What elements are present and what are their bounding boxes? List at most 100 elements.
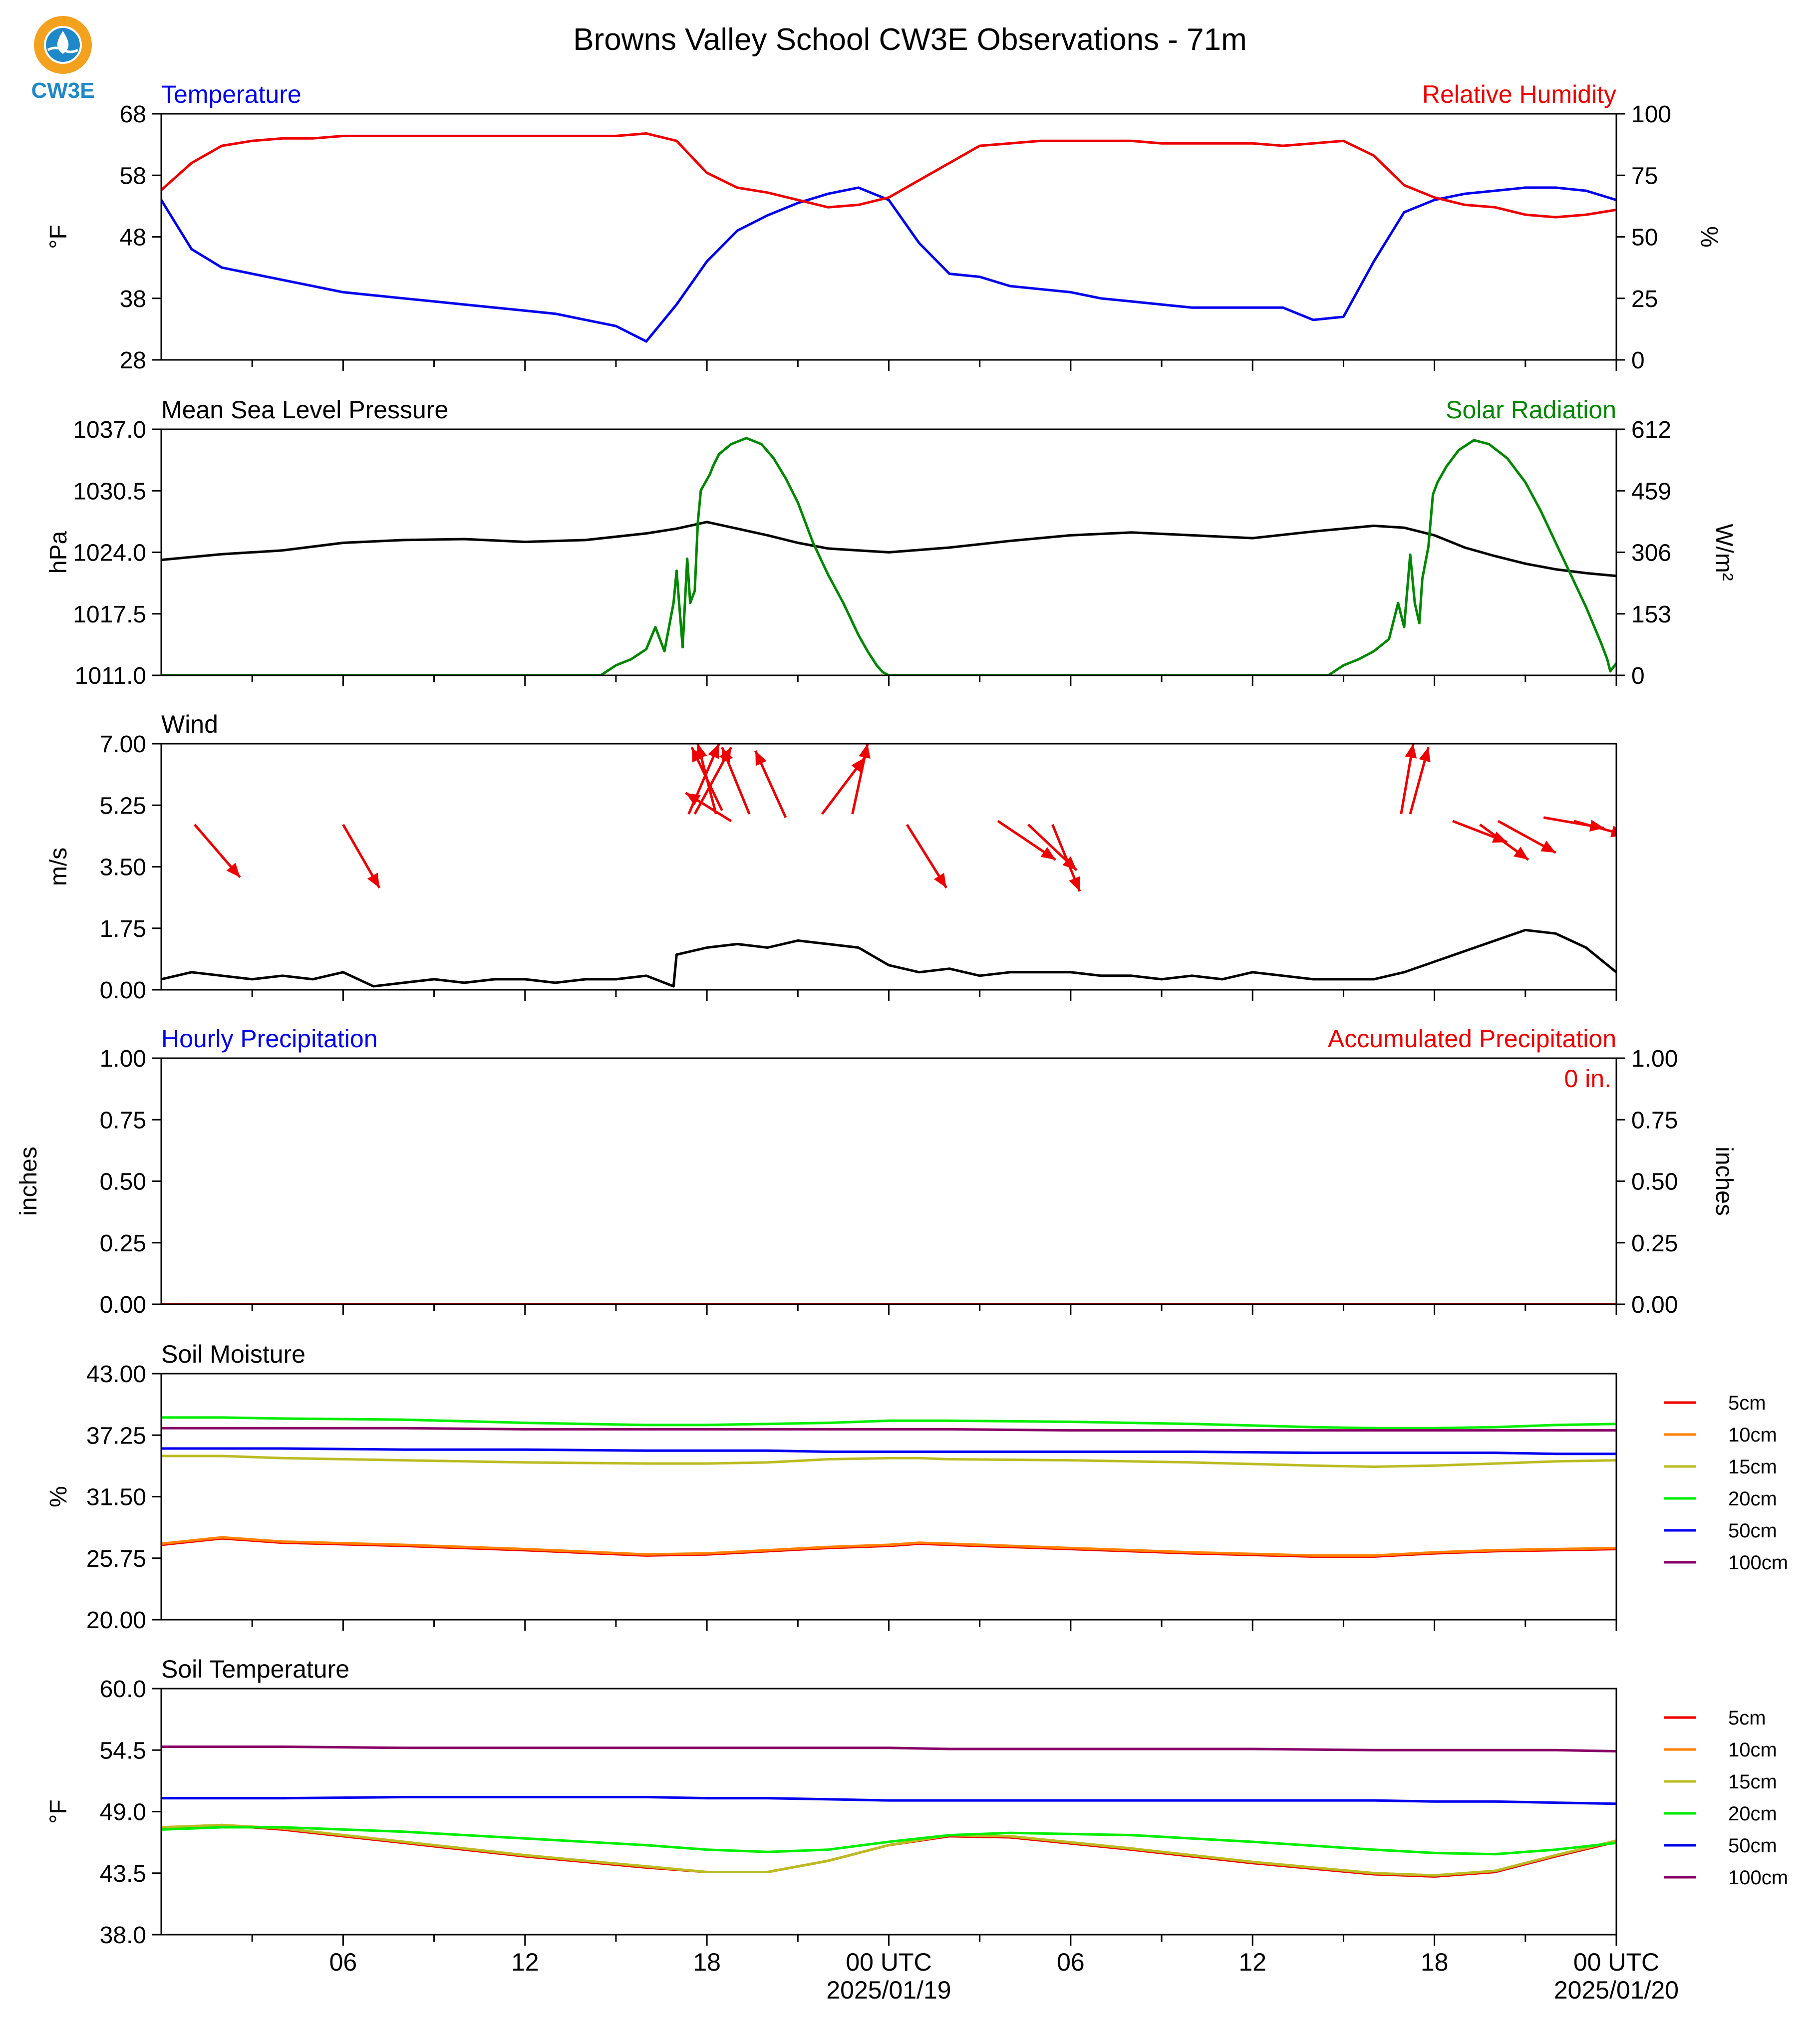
y-tick-label-right: 0.75: [1631, 1107, 1678, 1134]
series-line-100cm: [161, 1745, 1616, 1752]
wind-vector-head: [1040, 847, 1056, 860]
figure-title: Browns Valley School CW3E Observations -…: [573, 22, 1247, 57]
y-tick-label-right: 0.25: [1631, 1230, 1678, 1257]
x-tick-label: 06: [329, 1948, 357, 1976]
cw3e-logo: CW3E: [31, 16, 95, 103]
legend-label: 15cm: [1728, 1771, 1777, 1793]
x-tick-date-label: 2025/01/19: [826, 1976, 951, 2004]
legend-label: 100cm: [1728, 1552, 1788, 1574]
y-tick-label-right: 100: [1631, 101, 1671, 128]
series-line-100cm: [161, 1427, 1616, 1432]
plot-area: [161, 744, 1616, 988]
panel-frame: [160, 743, 1617, 991]
x-tick-label: 18: [1421, 1948, 1449, 1976]
y-tick-label: 20.00: [86, 1607, 146, 1634]
x-tick-label: 00 UTC: [1573, 1948, 1659, 1976]
y-tick-label: 0.75: [100, 1107, 146, 1134]
wind-vector: [1543, 816, 1605, 832]
y-tick-label: 48: [120, 225, 146, 251]
y-tick-label: 38.0: [100, 1922, 146, 1949]
y-tick-label: 5.25: [100, 793, 146, 819]
wind-vector: [1497, 820, 1556, 854]
y-tick-label-right: 0.00: [1631, 1292, 1678, 1318]
y-tick-label: 68: [120, 101, 146, 128]
y-tick-label: 1.75: [100, 916, 146, 942]
logo-wave-icon: [47, 46, 79, 53]
x-tick-label: 18: [693, 1948, 721, 1976]
y-tick-label: 54.5: [100, 1738, 146, 1764]
legend-label: 50cm: [1728, 1520, 1777, 1542]
series-line-wind-speed: [161, 928, 1616, 988]
wind-vector: [690, 746, 723, 811]
wind-vector-head: [1540, 841, 1556, 853]
wind-vector: [1573, 820, 1616, 838]
y-axis-label: %: [45, 1486, 72, 1507]
wind-vector-head: [1514, 847, 1528, 860]
panel-frame: [160, 428, 1617, 676]
y-tick-label: 58: [120, 163, 146, 189]
logo-text: CW3E: [31, 78, 94, 103]
y-axis-label-right: W/m²: [1711, 524, 1737, 581]
y-axis-label: m/s: [45, 848, 72, 886]
panel-title-left: Wind: [161, 710, 218, 738]
y-tick-label-right: 612: [1631, 417, 1671, 443]
y-axis-label-right: %: [1696, 226, 1722, 248]
accumulated-total-label: 0 in.: [1564, 1065, 1611, 1093]
y-tick-label: 1030.5: [73, 478, 146, 505]
panel-title-left: Soil Temperature: [161, 1655, 349, 1683]
x-tick-date-label: 2025/01/20: [1554, 1976, 1679, 2004]
series-line-relative-humidity: [161, 132, 1616, 219]
x-tick-label: 12: [511, 1948, 539, 1976]
y-tick-label-right: 153: [1631, 601, 1671, 628]
wind-vector-head: [708, 744, 719, 759]
y-tick-label-right: 459: [1631, 478, 1671, 505]
y-tick-label-right: 0.50: [1631, 1169, 1678, 1195]
wind-vector: [1400, 744, 1417, 815]
y-tick-label: 49.0: [100, 1799, 146, 1826]
wind-vector-head: [1405, 744, 1417, 759]
wind-vector-head: [691, 747, 703, 763]
wind-vector: [997, 820, 1056, 861]
panel-title-left: Soil Moisture: [161, 1340, 305, 1368]
wind-vector: [851, 744, 871, 815]
panel-1: Mean Sea Level Pressure Solar Radiation 10…: [45, 396, 1737, 689]
wind-vector-head: [1610, 826, 1616, 838]
y-tick-label: 28: [120, 347, 146, 374]
y-tick-label-right: 1.00: [1631, 1046, 1678, 1072]
panel-title-right: Relative Humidity: [1422, 80, 1616, 108]
legend-label: 15cm: [1728, 1456, 1777, 1478]
y-axis-label: inches: [15, 1147, 42, 1216]
wind-vector-head: [226, 863, 240, 877]
series-line-20cm: [161, 1416, 1616, 1430]
series-line-solar-radiation: [161, 437, 1616, 675]
y-tick-label: 1017.5: [73, 601, 146, 628]
y-tick-label-right: 0: [1631, 347, 1645, 374]
panel-2: Wind 7.00 5.25 3.50 1.75 0.00 m/s: [45, 710, 1617, 1004]
panel-title-left: Temperature: [161, 80, 302, 108]
panel-frame: [160, 1057, 1617, 1305]
y-tick-label: 37.25: [86, 1423, 146, 1449]
y-tick-label: 1037.0: [73, 417, 146, 443]
wind-vector: [1479, 823, 1529, 861]
panel-3: Hourly Precipitation Accumulated Precipit…: [15, 1025, 1737, 1318]
legend-label: 10cm: [1728, 1739, 1777, 1761]
series-line-15cm: [161, 1823, 1616, 1877]
legend-label: 20cm: [1728, 1488, 1777, 1510]
logo-ring-icon: [34, 16, 92, 74]
y-tick-label-right: 50: [1631, 225, 1658, 251]
wind-vector-shaft: [1573, 820, 1616, 834]
wind-vector-head: [367, 872, 380, 888]
series-line-15cm: [161, 1454, 1616, 1468]
panel-title-left: Mean Sea Level Pressure: [161, 396, 448, 424]
x-tick-label: 06: [1057, 1948, 1085, 1976]
wind-vector: [721, 747, 751, 815]
y-tick-label: 0.25: [100, 1230, 146, 1257]
y-tick-label: 1024.0: [73, 540, 146, 567]
legend-label: 10cm: [1728, 1424, 1777, 1446]
y-tick-label: 25.75: [86, 1546, 146, 1572]
y-axis-label: hPa: [45, 531, 72, 574]
y-tick-label: 60.0: [100, 1676, 146, 1703]
panel-5: Soil Temperature 60.0 54.5 49.0 43.5 38.0 °F 5c…: [45, 1655, 1788, 2004]
legend-label: 5cm: [1728, 1392, 1766, 1414]
legend-label: 100cm: [1728, 1867, 1788, 1889]
